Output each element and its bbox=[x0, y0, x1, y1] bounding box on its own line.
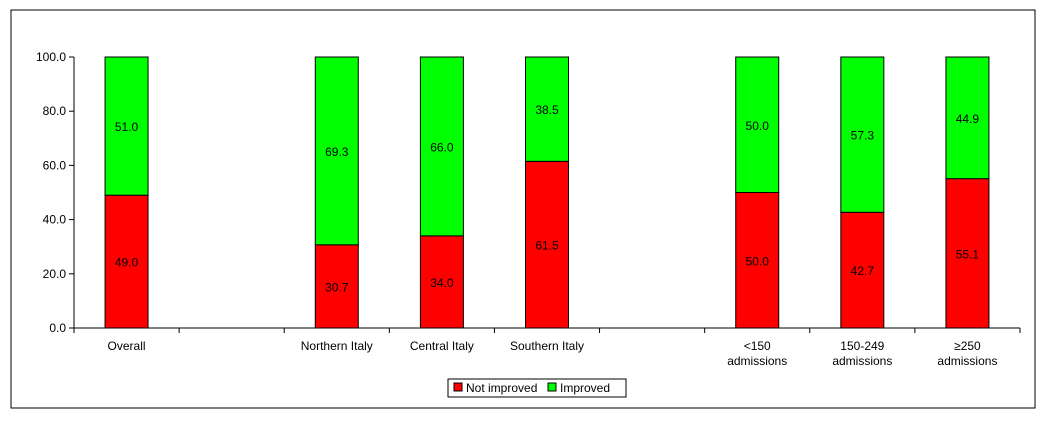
x-tick-label: 150-249 admissions bbox=[832, 339, 892, 368]
bar-not-improved bbox=[945, 178, 990, 329]
data-label: 57.3 bbox=[851, 129, 875, 143]
data-label: 49.0 bbox=[115, 256, 139, 270]
bar-improved bbox=[840, 56, 885, 213]
bar-not-improved bbox=[104, 194, 149, 329]
bar-improved bbox=[419, 56, 464, 237]
y-tick-label: 20.0 bbox=[43, 267, 67, 281]
x-tick-label: Overall bbox=[108, 339, 146, 353]
data-label: 66.0 bbox=[430, 140, 454, 154]
legend-label: Not improved bbox=[466, 381, 537, 395]
bar-improved bbox=[314, 56, 359, 246]
x-tick-label: ≥250 admissions bbox=[937, 339, 997, 368]
bar-not-improved bbox=[525, 160, 569, 329]
data-label: 42.7 bbox=[851, 264, 875, 278]
data-labels: 49.0 51.0 30.7 69.3 34.0 66.0 61.5 38.5 50.0 50.0… bbox=[115, 103, 980, 294]
bar-not-improved bbox=[840, 211, 885, 329]
bar-improved bbox=[945, 56, 990, 180]
x-tick-label: Central Italy bbox=[410, 339, 474, 353]
data-label: 50.0 bbox=[746, 254, 770, 268]
y-tick-label: 80.0 bbox=[43, 104, 67, 118]
data-label: 30.7 bbox=[325, 280, 349, 294]
legend-swatch-improved bbox=[547, 382, 557, 392]
legend-label: Improved bbox=[560, 381, 610, 395]
data-label: 50.0 bbox=[746, 119, 770, 133]
y-tick-label: 100.0 bbox=[36, 50, 66, 64]
x-tick-label: <150 admissions bbox=[727, 339, 787, 368]
data-label: 38.5 bbox=[535, 103, 559, 117]
bar-improved bbox=[735, 56, 780, 193]
legend: Not improved Improved bbox=[447, 378, 627, 398]
bars bbox=[104, 56, 990, 329]
bar-not-improved bbox=[419, 235, 464, 329]
x-tick-label: Northern Italy bbox=[301, 339, 373, 353]
data-label: 55.1 bbox=[956, 247, 980, 261]
data-label: 44.9 bbox=[956, 112, 980, 126]
data-label: 69.3 bbox=[325, 145, 349, 159]
bar-improved bbox=[525, 56, 569, 162]
x-tick-label: Southern Italy bbox=[510, 339, 584, 353]
bar-not-improved bbox=[735, 192, 780, 329]
bar-improved bbox=[104, 56, 149, 196]
data-label: 51.0 bbox=[115, 120, 139, 134]
x-tick-labels: Overall Northern Italy Central Italy Southe… bbox=[108, 339, 998, 368]
data-label: 61.5 bbox=[535, 239, 559, 253]
y-tick-label: 0.0 bbox=[49, 321, 66, 335]
y-tick-label: 40.0 bbox=[43, 213, 67, 227]
y-tick-label: 60.0 bbox=[43, 158, 67, 172]
legend-swatch-not-improved bbox=[453, 382, 463, 392]
data-label: 34.0 bbox=[430, 276, 454, 290]
legend-box bbox=[447, 378, 627, 398]
